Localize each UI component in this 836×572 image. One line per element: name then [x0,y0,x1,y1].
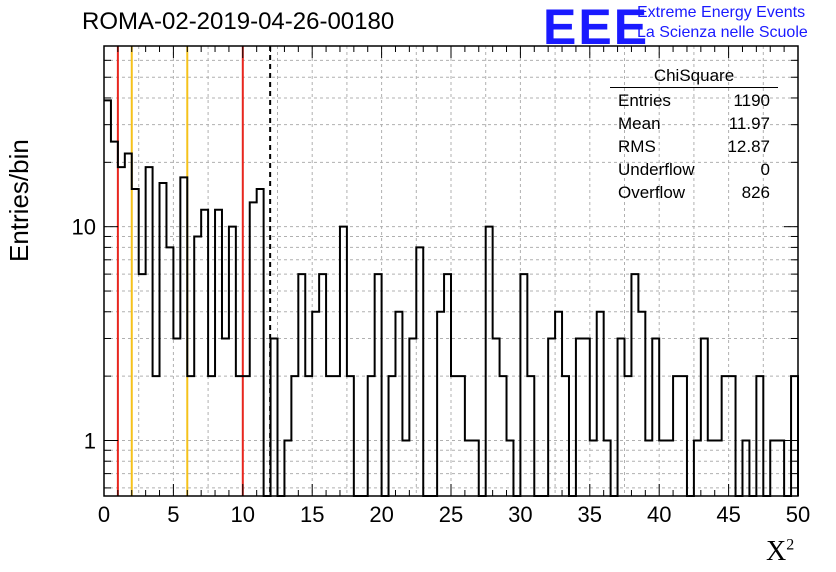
stats-label: Overflow [618,183,686,202]
stats-label: RMS [618,137,656,156]
stats-title: ChiSquare [610,66,778,88]
stats-row-mean: Mean 11.97 [610,112,778,135]
logo-line-1: Extreme Energy Events [637,4,806,21]
x-tick-label: 25 [439,502,463,527]
x-tick-label: 0 [98,502,110,527]
x-tick-label: 45 [716,502,740,527]
x-tick-label: 20 [369,502,393,527]
stats-row-underflow: Underflow 0 [610,158,778,181]
stats-value: 1190 [733,91,770,110]
stats-row-entries: Entries 1190 [610,89,778,112]
chart-title: ROMA-02-2019-04-26-00180 [82,8,395,35]
stats-value: 0 [760,160,770,179]
x-tick-label: 10 [231,502,255,527]
stats-label: Entries [618,91,671,110]
stats-value: 11.97 [728,114,770,133]
y-tick-label: 1 [84,428,96,453]
x-tick-label: 30 [508,502,532,527]
stats-row-rms: RMS 12.87 [610,135,778,158]
x-tick-label: 35 [578,502,602,527]
stats-value: 12.87 [727,137,770,156]
x-tick-label: 5 [167,502,179,527]
stats-label: Mean [618,114,661,133]
stats-box: ChiSquare Entries 1190 Mean 11.97 RMS 12… [610,66,778,204]
y-tick-label: 10 [72,215,96,240]
eee-logo: EEE [543,0,650,55]
x-tick-label: 15 [300,502,324,527]
x-axis-label: X2 [766,536,795,567]
stats-label: Underflow [618,160,695,179]
x-tick-label: 50 [786,502,810,527]
x-tick-label: 40 [647,502,671,527]
y-axis-label: Entries/bin [4,139,34,262]
histogram-bars [104,99,799,497]
logo-line-2: La Scienza nelle Scuole [637,24,808,41]
stats-value: 826 [741,183,770,202]
stats-row-overflow: Overflow 826 [610,181,778,204]
